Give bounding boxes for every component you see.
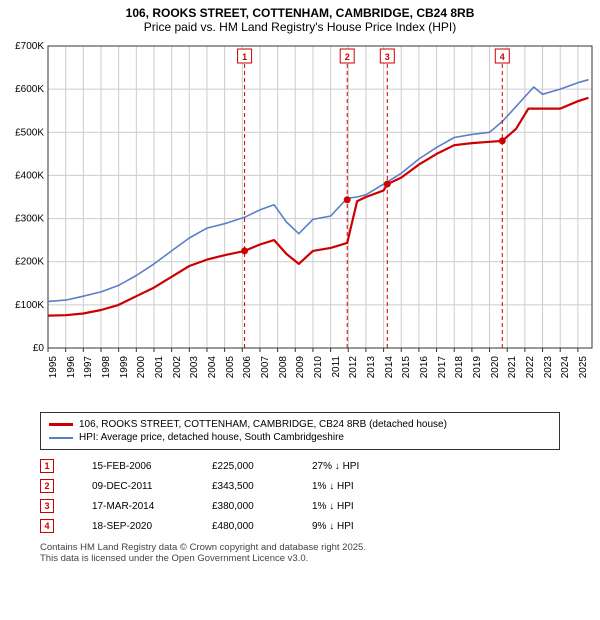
sale-diff: 27% ↓ HPI — [312, 461, 422, 472]
x-tick-label: 2021 — [507, 356, 518, 396]
legend-swatch — [49, 423, 73, 426]
x-tick-label: 2023 — [543, 356, 554, 396]
legend-swatch — [49, 437, 73, 439]
x-tick-label: 2005 — [225, 356, 236, 396]
svg-text:1: 1 — [242, 52, 247, 62]
svg-text:£600K: £600K — [15, 84, 44, 95]
x-tick-label: 2016 — [419, 356, 430, 396]
svg-text:£700K: £700K — [15, 41, 44, 52]
x-tick-label: 2009 — [295, 356, 306, 396]
sale-date: 15-FEB-2006 — [92, 461, 212, 472]
table-row: 4 18-SEP-2020 £480,000 9% ↓ HPI — [40, 516, 560, 536]
svg-text:4: 4 — [500, 52, 505, 62]
x-tick-label: 2011 — [331, 356, 342, 396]
x-tick-label: 2003 — [189, 356, 200, 396]
sale-diff: 1% ↓ HPI — [312, 501, 422, 512]
sale-marker-icon: 3 — [40, 499, 54, 513]
x-tick-label: 2025 — [578, 356, 589, 396]
x-tick-label: 2006 — [242, 356, 253, 396]
x-tick-label: 2013 — [366, 356, 377, 396]
sale-date: 17-MAR-2014 — [92, 501, 212, 512]
sale-price: £343,500 — [212, 481, 312, 492]
svg-text:£300K: £300K — [15, 214, 44, 225]
footer-attribution: Contains HM Land Registry data © Crown c… — [40, 542, 560, 564]
x-tick-label: 1999 — [119, 356, 130, 396]
sale-date: 18-SEP-2020 — [92, 521, 212, 532]
x-tick-label: 1998 — [101, 356, 112, 396]
x-tick-label: 1995 — [48, 356, 59, 396]
sale-price: £480,000 — [212, 521, 312, 532]
x-tick-label: 2001 — [154, 356, 165, 396]
chart-area: £0 £100K £200K £300K £400K £500K £600K £700K 1 2 3… — [0, 36, 600, 406]
legend-item: 106, ROOKS STREET, COTTENHAM, CAMBRIDGE,… — [49, 419, 551, 430]
svg-text:£0: £0 — [33, 343, 45, 354]
chart-title: 106, ROOKS STREET, COTTENHAM, CAMBRIDGE,… — [0, 0, 600, 36]
sale-marker-icon: 2 — [40, 479, 54, 493]
legend: 106, ROOKS STREET, COTTENHAM, CAMBRIDGE,… — [40, 412, 560, 450]
legend-label: HPI: Average price, detached house, Sout… — [79, 432, 344, 443]
footer-line: This data is licensed under the Open Gov… — [40, 553, 560, 564]
title-address: 106, ROOKS STREET, COTTENHAM, CAMBRIDGE,… — [10, 6, 590, 20]
x-tick-label: 2007 — [260, 356, 271, 396]
x-tick-label: 2015 — [401, 356, 412, 396]
x-tick-label: 1997 — [83, 356, 94, 396]
footer-line: Contains HM Land Registry data © Crown c… — [40, 542, 560, 553]
sales-table: 1 15-FEB-2006 £225,000 27% ↓ HPI 2 09-DE… — [40, 456, 560, 536]
svg-text:£100K: £100K — [15, 300, 44, 311]
x-tick-label: 2004 — [207, 356, 218, 396]
svg-text:2: 2 — [345, 52, 350, 62]
title-subtitle: Price paid vs. HM Land Registry's House … — [10, 20, 590, 34]
legend-label: 106, ROOKS STREET, COTTENHAM, CAMBRIDGE,… — [79, 419, 447, 430]
svg-text:3: 3 — [385, 52, 390, 62]
table-row: 1 15-FEB-2006 £225,000 27% ↓ HPI — [40, 456, 560, 476]
sale-marker-icon: 4 — [40, 519, 54, 533]
x-tick-label: 2002 — [172, 356, 183, 396]
svg-text:£500K: £500K — [15, 127, 44, 138]
x-tick-label: 2018 — [454, 356, 465, 396]
x-tick-label: 2017 — [437, 356, 448, 396]
x-tick-label: 2014 — [384, 356, 395, 396]
line-chart: £0 £100K £200K £300K £400K £500K £600K £700K 1 2 3… — [0, 36, 600, 406]
table-row: 2 09-DEC-2011 £343,500 1% ↓ HPI — [40, 476, 560, 496]
sale-price: £380,000 — [212, 501, 312, 512]
x-tick-label: 2000 — [136, 356, 147, 396]
sale-date: 09-DEC-2011 — [92, 481, 212, 492]
x-tick-label: 2019 — [472, 356, 483, 396]
x-tick-label: 1996 — [66, 356, 77, 396]
sale-price: £225,000 — [212, 461, 312, 472]
x-tick-label: 2024 — [560, 356, 571, 396]
sale-diff: 9% ↓ HPI — [312, 521, 422, 532]
sale-diff: 1% ↓ HPI — [312, 481, 422, 492]
legend-item: HPI: Average price, detached house, Sout… — [49, 432, 551, 443]
svg-text:£200K: £200K — [15, 257, 44, 268]
svg-text:£400K: £400K — [15, 170, 44, 181]
x-tick-label: 2022 — [525, 356, 536, 396]
sale-marker-icon: 1 — [40, 459, 54, 473]
x-tick-label: 2010 — [313, 356, 324, 396]
x-tick-label: 2020 — [490, 356, 501, 396]
table-row: 3 17-MAR-2014 £380,000 1% ↓ HPI — [40, 496, 560, 516]
x-tick-label: 2008 — [278, 356, 289, 396]
x-tick-label: 2012 — [348, 356, 359, 396]
